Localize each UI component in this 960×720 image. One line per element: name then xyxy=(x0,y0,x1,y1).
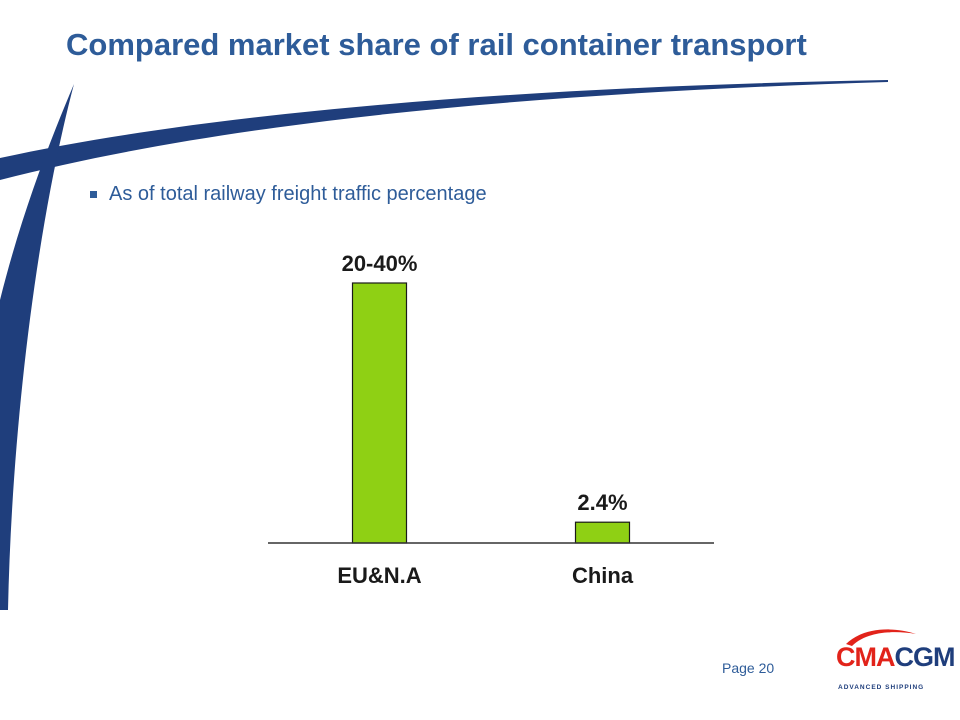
page-number: Page 20 xyxy=(722,660,775,676)
bullet-square-icon xyxy=(90,191,97,198)
logo-swoosh-icon xyxy=(846,629,916,646)
logo-tagline: ADVANCED SHIPPING xyxy=(838,684,925,691)
logo-cgm-text: CGM xyxy=(894,642,956,672)
bullet-text: As of total railway freight traffic perc… xyxy=(109,183,487,205)
x-tick-label: EU&N.A xyxy=(337,563,421,588)
data-label: 20-40% xyxy=(342,251,418,276)
logo-wordmark: CMACGM xyxy=(836,642,956,673)
bar-eu-n-a xyxy=(351,282,408,544)
logo-cma-text: CMA xyxy=(836,642,895,672)
bar-china xyxy=(574,521,631,544)
bullet-item: As of total railway freight traffic perc… xyxy=(90,183,487,206)
data-label: 2.4% xyxy=(577,490,627,515)
x-tick-label: China xyxy=(572,563,634,588)
slide-title: Compared market share of rail container … xyxy=(66,27,807,62)
cma-cgm-logo: CMACGM ADVANCED SHIPPING xyxy=(832,624,956,700)
